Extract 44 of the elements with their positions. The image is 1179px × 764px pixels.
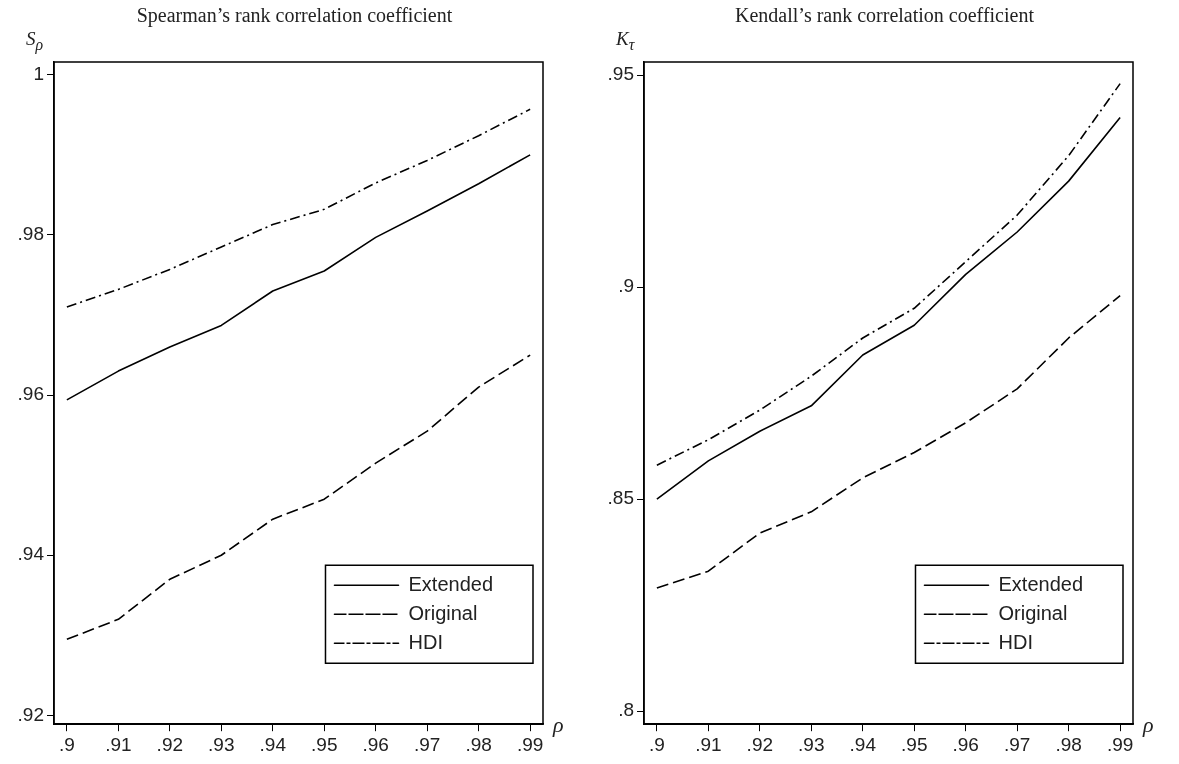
- legend-label: Original: [408, 601, 478, 624]
- x-tick-label: .91: [105, 733, 132, 755]
- y-tick-label: .92: [17, 703, 44, 725]
- x-tick-label: .91: [695, 733, 722, 755]
- x-axis-title: ρ: [1143, 712, 1154, 739]
- line-series: [656, 82, 1121, 466]
- legend-label: HDI: [408, 630, 443, 653]
- x-tick-label: .9: [58, 733, 75, 755]
- x-tick-label: .9: [648, 733, 665, 755]
- line-series: [656, 294, 1121, 589]
- y-tick-label: .8: [618, 699, 634, 721]
- x-tick-label: .94: [259, 733, 287, 755]
- legend-label: Extended: [998, 572, 1083, 595]
- x-tick-label: .97: [413, 733, 441, 755]
- y-tick-label: .98: [17, 223, 44, 245]
- x-tick-label: .99: [516, 733, 544, 755]
- line-series: [66, 108, 531, 308]
- chart-title: Kendall’s rank correlation coefficient: [734, 4, 1035, 27]
- x-tick-label: .97: [1003, 733, 1031, 755]
- y-tick-label: .95: [607, 63, 634, 85]
- x-tick-label: .93: [798, 733, 825, 755]
- x-tick-label: .95: [311, 733, 338, 755]
- y-axis-title: K$_{τ}$: [616, 28, 635, 54]
- x-tick-label: .96: [362, 733, 389, 755]
- y-tick-label: .94: [17, 543, 45, 565]
- y-tick-label: .85: [607, 487, 634, 509]
- legend-label: HDI: [998, 630, 1033, 653]
- x-tick-label: .95: [901, 733, 928, 755]
- legend-label: Extended: [408, 572, 493, 595]
- x-tick-label: .96: [952, 733, 979, 755]
- y-tick-label: 1: [33, 63, 44, 85]
- x-tick-label: .92: [746, 733, 774, 755]
- x-tick-label: .94: [849, 733, 877, 755]
- x-tick-label: .98: [465, 733, 492, 755]
- x-tick-label: .92: [156, 733, 184, 755]
- legend-label: Original: [998, 601, 1068, 624]
- y-tick-label: .9: [618, 275, 634, 297]
- chart-title: Spearman’s rank correlation coefficient: [135, 4, 454, 27]
- x-tick-label: .93: [208, 733, 235, 755]
- y-axis-title: S$_{ρ}$: [26, 28, 44, 54]
- x-axis-title: ρ: [553, 712, 564, 739]
- x-tick-label: .99: [1106, 733, 1134, 755]
- y-tick-label: .96: [17, 383, 44, 405]
- x-tick-label: .98: [1055, 733, 1082, 755]
